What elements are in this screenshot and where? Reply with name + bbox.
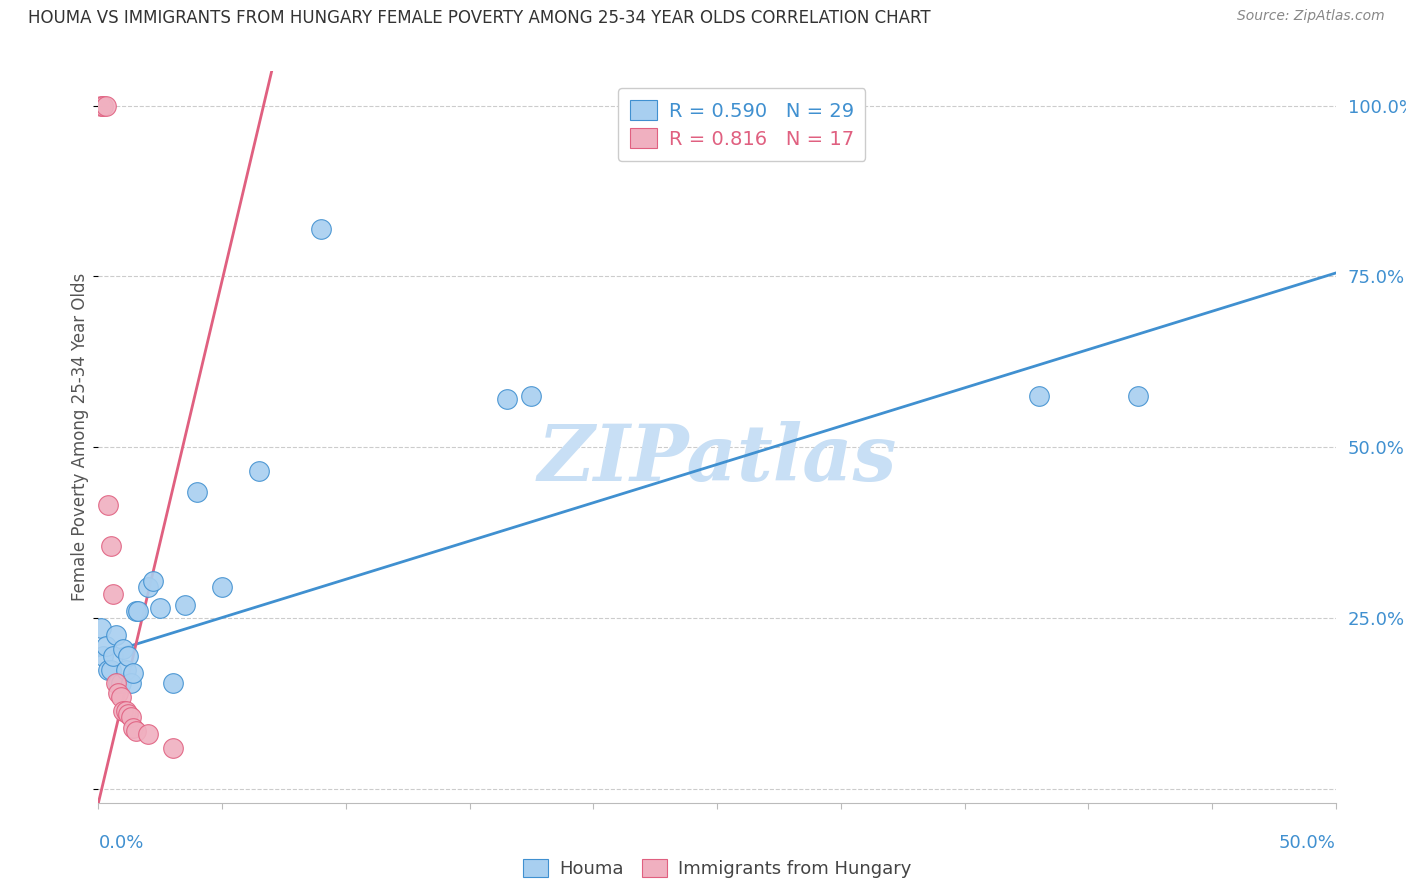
Text: 0.0%: 0.0% xyxy=(98,834,143,852)
Point xyxy=(103,648,125,663)
Point xyxy=(127,604,149,618)
Point xyxy=(122,721,145,735)
Point xyxy=(97,499,120,513)
Point xyxy=(120,676,142,690)
Point xyxy=(90,622,112,636)
Point xyxy=(112,704,135,718)
Point xyxy=(114,704,136,718)
Point xyxy=(104,628,127,642)
Point xyxy=(162,741,184,756)
Point xyxy=(162,676,184,690)
Point xyxy=(107,676,129,690)
Point xyxy=(94,639,117,653)
Point xyxy=(93,648,115,663)
Point xyxy=(120,710,142,724)
Point xyxy=(110,690,132,704)
Point xyxy=(117,648,139,663)
Text: HOUMA VS IMMIGRANTS FROM HUNGARY FEMALE POVERTY AMONG 25-34 YEAR OLDS CORRELATIO: HOUMA VS IMMIGRANTS FROM HUNGARY FEMALE … xyxy=(28,9,931,27)
Point xyxy=(104,676,127,690)
Y-axis label: Female Poverty Among 25-34 Year Olds: Female Poverty Among 25-34 Year Olds xyxy=(70,273,89,601)
Point xyxy=(93,98,115,112)
Point xyxy=(90,98,112,112)
Text: ZIPatlas: ZIPatlas xyxy=(537,421,897,497)
Point xyxy=(124,724,146,739)
Point xyxy=(97,663,120,677)
Point xyxy=(211,581,233,595)
Point xyxy=(103,587,125,601)
Point xyxy=(100,663,122,677)
Point xyxy=(174,598,197,612)
Point xyxy=(149,601,172,615)
Point xyxy=(117,706,139,721)
Point xyxy=(110,676,132,690)
Point xyxy=(309,221,332,235)
Point xyxy=(114,663,136,677)
Point xyxy=(94,98,117,112)
Legend: Houma, Immigrants from Hungary: Houma, Immigrants from Hungary xyxy=(516,851,918,885)
Text: Source: ZipAtlas.com: Source: ZipAtlas.com xyxy=(1237,9,1385,23)
Point xyxy=(107,686,129,700)
Point xyxy=(1126,389,1149,403)
Point xyxy=(136,727,159,741)
Point xyxy=(247,464,270,478)
Point xyxy=(112,642,135,657)
Point xyxy=(142,574,165,588)
Point xyxy=(100,540,122,554)
Point xyxy=(122,665,145,680)
Point xyxy=(520,389,543,403)
Point xyxy=(136,581,159,595)
Text: 50.0%: 50.0% xyxy=(1279,834,1336,852)
Point xyxy=(495,392,517,407)
Point xyxy=(1028,389,1050,403)
Point xyxy=(186,484,208,499)
Point xyxy=(124,604,146,618)
